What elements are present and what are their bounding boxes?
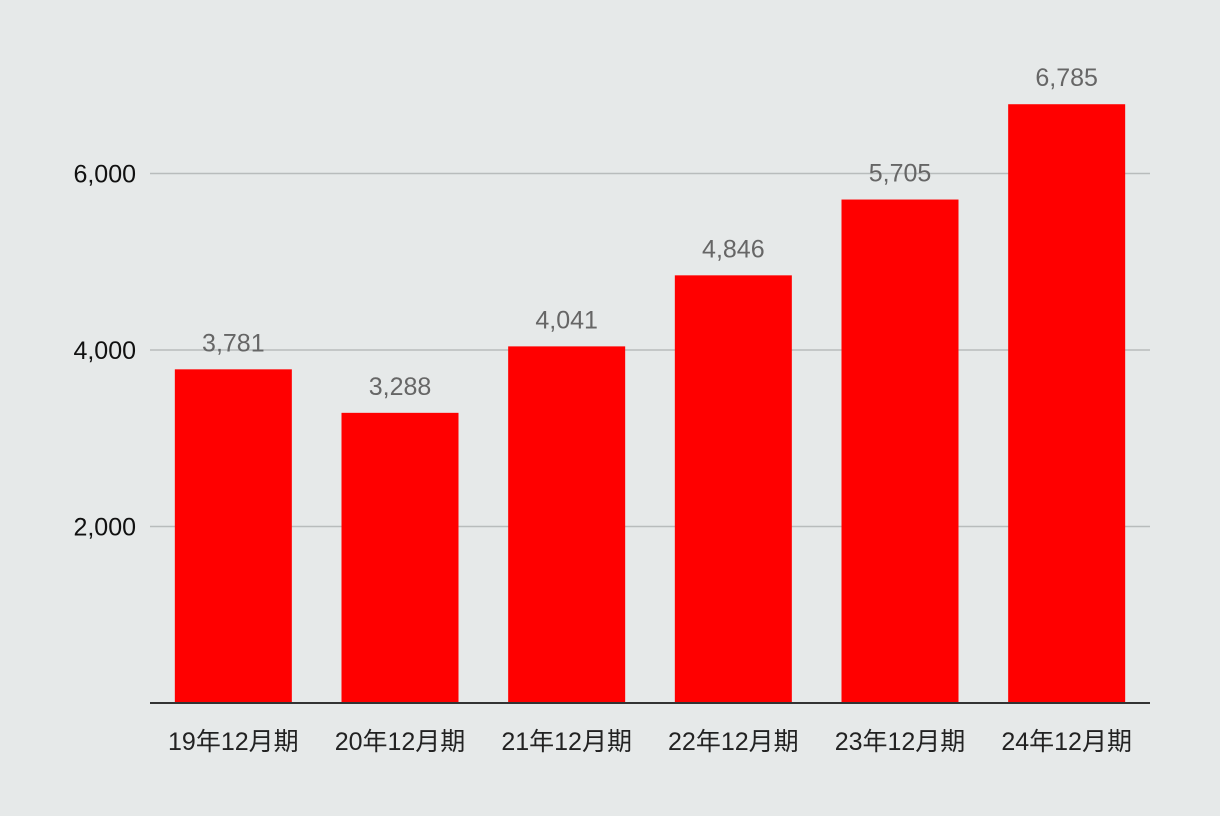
x-tick-label: 22年12月期	[668, 728, 799, 756]
x-tick-label: 20年12月期	[335, 728, 466, 756]
data-label: 4,846	[702, 235, 765, 263]
bar	[674, 275, 792, 703]
grid-lines	[150, 172, 1150, 528]
y-tick-label: 2,000	[73, 514, 136, 542]
x-tick-label: 19年12月期	[168, 728, 299, 756]
data-label: 4,041	[535, 306, 598, 334]
y-axis-ticks: 2,000 4,000 6,000	[73, 161, 136, 542]
data-label: 3,781	[202, 329, 265, 357]
value-labels: 3,781 3,288 4,041 4,846 5,705 6,785	[202, 64, 1098, 401]
bar	[841, 199, 959, 703]
bar	[508, 346, 626, 703]
bar	[1008, 104, 1126, 703]
bar	[174, 369, 292, 703]
data-label: 6,785	[1035, 64, 1098, 92]
x-axis: 19年12月期 20年12月期 21年12月期 22年12月期 23年12月期 24年12…	[150, 702, 1150, 756]
x-tick-label: 21年12月期	[501, 728, 632, 756]
data-label: 3,288	[369, 373, 432, 401]
y-tick-label: 6,000	[73, 161, 136, 189]
bar	[341, 412, 459, 703]
y-tick-label: 4,000	[73, 337, 136, 365]
x-tick-label: 24年12月期	[1001, 728, 1132, 756]
data-label: 5,705	[869, 160, 932, 188]
x-tick-label: 23年12月期	[835, 728, 966, 756]
bars	[174, 104, 1126, 703]
